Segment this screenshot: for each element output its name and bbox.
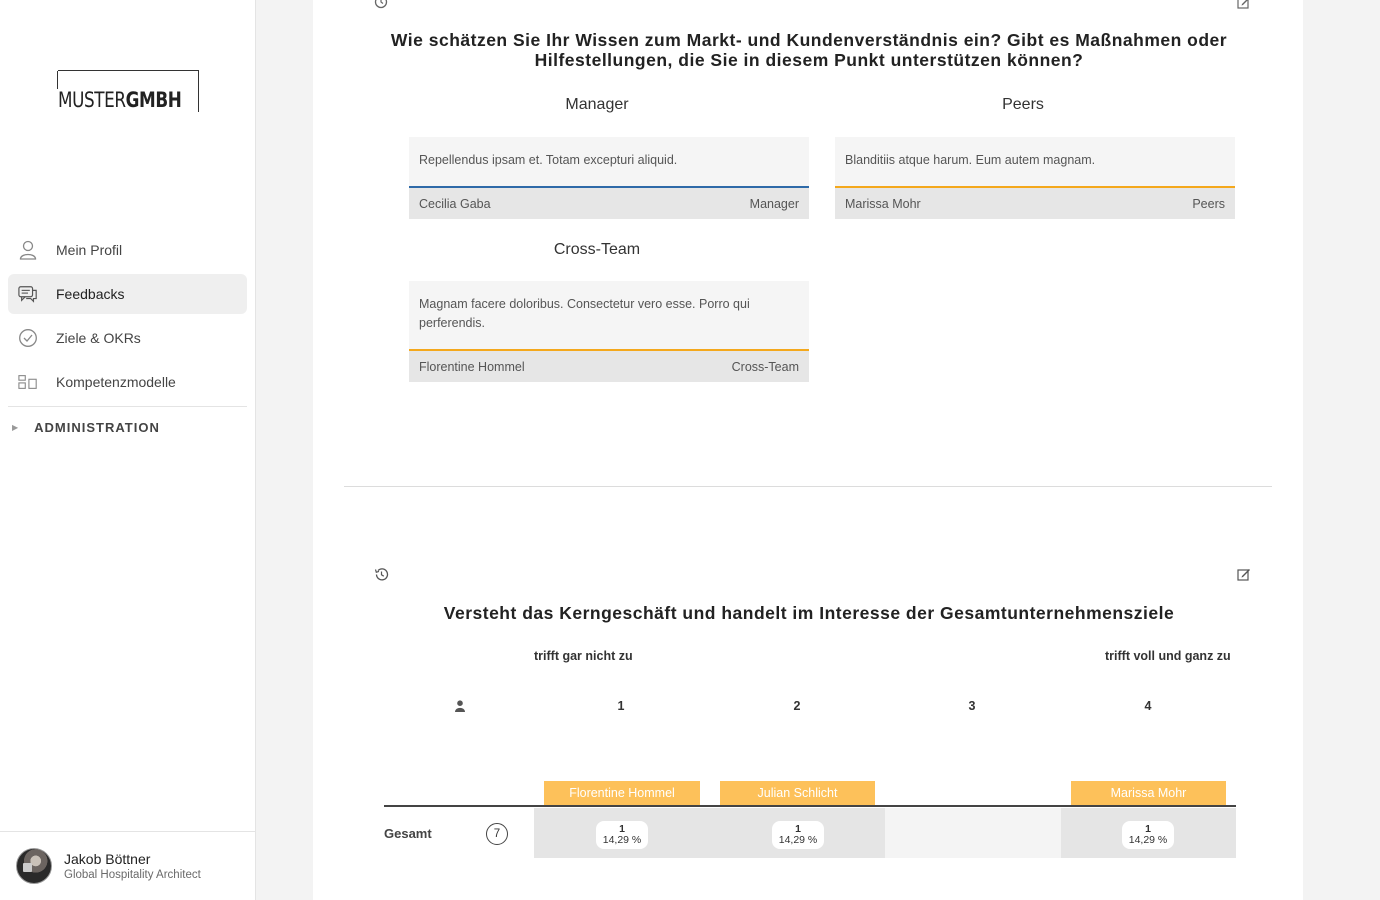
feedback-text: Blanditiis atque harum. Eum autem magnam… bbox=[835, 137, 1235, 188]
result-pill: 1 14,29 % bbox=[1122, 821, 1174, 849]
person-icon bbox=[452, 698, 468, 714]
scale-label-high: trifft voll und ganz zu bbox=[1105, 649, 1231, 663]
feedback-relation: Cross-Team bbox=[731, 359, 799, 374]
result-cell-4: 1 14,29 % bbox=[1061, 808, 1236, 858]
respondent-tag[interactable]: Julian Schlicht bbox=[720, 781, 875, 805]
column-header-1: 1 bbox=[617, 699, 625, 713]
total-count-badge: 7 bbox=[486, 823, 508, 845]
edit-icon[interactable] bbox=[1236, 0, 1252, 10]
nav-item-mein-profil[interactable]: Mein Profil bbox=[8, 230, 247, 270]
result-pill: 1 14,29 % bbox=[596, 821, 648, 849]
user-name: Jakob Böttner bbox=[64, 851, 151, 867]
nav-divider bbox=[8, 406, 247, 407]
group-title-manager: Manager bbox=[565, 96, 629, 113]
feedback-item-manager: Repellendus ipsam et. Totam excepturi al… bbox=[409, 137, 809, 219]
history-icon[interactable] bbox=[373, 0, 389, 10]
nav-label: Kompetenzmodelle bbox=[56, 374, 176, 390]
question-title: Versteht das Kerngeschäft und handelt im… bbox=[443, 603, 1175, 623]
feedback-text: Repellendus ipsam et. Totam excepturi al… bbox=[409, 137, 809, 188]
user-profile[interactable]: Jakob Böttner Global Hospitality Archite… bbox=[0, 831, 255, 900]
column-header-2: 2 bbox=[793, 699, 801, 713]
scale-label-low: trifft gar nicht zu bbox=[534, 649, 633, 663]
blocks-icon bbox=[18, 372, 38, 392]
sidebar: MUSTERGMBH Mein Profil Feedbacks Ziele &… bbox=[0, 0, 256, 900]
column-header-3: 3 bbox=[968, 699, 976, 713]
respondent-tag[interactable]: Florentine Hommel bbox=[544, 781, 700, 805]
nav-item-ziele-okrs[interactable]: Ziele & OKRs bbox=[8, 318, 247, 358]
company-logo[interactable]: MUSTERGMBH bbox=[57, 70, 199, 112]
administration-label: ADMINISTRATION bbox=[34, 419, 160, 435]
result-cell-3 bbox=[885, 808, 1061, 858]
history-icon[interactable] bbox=[373, 566, 389, 582]
respondent-tag[interactable]: Marissa Mohr bbox=[1071, 781, 1226, 805]
avatar bbox=[16, 848, 52, 884]
feedback-card: Wie schätzen Sie Ihr Wissen zum Markt- u… bbox=[313, 0, 1303, 900]
feedback-author: Cecilia Gaba bbox=[419, 196, 491, 211]
feedback-item-cross-team: Magnam facere doloribus. Consectetur ver… bbox=[409, 281, 809, 382]
check-circle-icon bbox=[18, 328, 38, 348]
administration-toggle[interactable]: ▶ ADMINISTRATION bbox=[8, 407, 247, 447]
edit-icon[interactable] bbox=[1236, 566, 1252, 582]
result-cell-1: 1 14,29 % bbox=[534, 808, 710, 858]
section-divider bbox=[344, 486, 1272, 487]
chat-icon bbox=[18, 284, 38, 304]
feedback-item-peers: Blanditiis atque harum. Eum autem magnam… bbox=[835, 137, 1235, 219]
result-cell-2: 1 14,29 % bbox=[710, 808, 885, 858]
nav-label: Mein Profil bbox=[56, 242, 123, 258]
group-title-cross-team: Cross-Team bbox=[553, 241, 641, 258]
caret-right-icon: ▶ bbox=[12, 422, 20, 432]
gesamt-label: Gesamt bbox=[384, 826, 432, 841]
group-title-peers: Peers bbox=[1002, 96, 1044, 113]
scale-baseline bbox=[384, 805, 1236, 807]
nav-item-kompetenzmodelle[interactable]: Kompetenzmodelle bbox=[8, 362, 247, 402]
column-header-4: 4 bbox=[1144, 699, 1152, 713]
feedback-relation: Manager bbox=[749, 196, 799, 211]
nav-label: Ziele & OKRs bbox=[56, 330, 141, 346]
main-nav: Mein Profil Feedbacks Ziele & OKRs Kompe… bbox=[8, 230, 247, 447]
nav-item-feedbacks[interactable]: Feedbacks bbox=[8, 274, 247, 314]
feedback-author: Florentine Hommel bbox=[419, 359, 525, 374]
result-pill: 1 14,29 % bbox=[772, 821, 824, 849]
feedback-relation: Peers bbox=[1192, 196, 1225, 211]
nav-label: Feedbacks bbox=[56, 286, 125, 302]
user-icon bbox=[18, 240, 38, 260]
feedback-text: Magnam facere doloribus. Consectetur ver… bbox=[409, 281, 809, 351]
feedback-author: Marissa Mohr bbox=[845, 196, 921, 211]
user-role: Global Hospitality Architect bbox=[64, 869, 201, 881]
question-title: Wie schätzen Sie Ihr Wissen zum Markt- u… bbox=[390, 30, 1228, 70]
